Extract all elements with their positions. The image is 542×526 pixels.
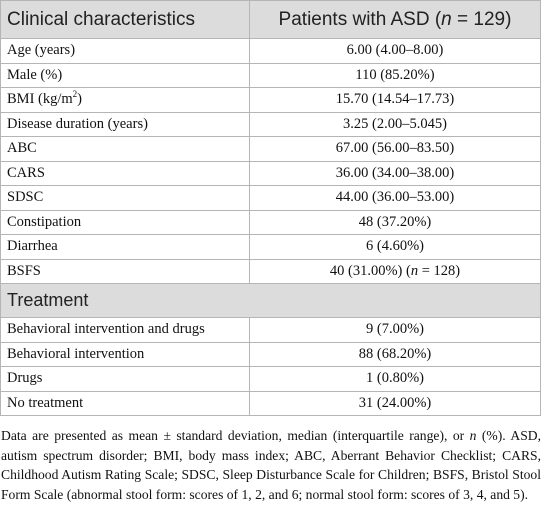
cell: CARS [0,160,250,186]
text: Data are presented as mean ± standard de… [1,428,470,443]
cell: Constipation [0,209,250,235]
cell: 110 (85.20%) [249,62,541,88]
row: Behavioral intervention 88 (68.20%) [0,341,541,367]
cell: 67.00 (56.00–83.50) [249,136,541,162]
row: BMI (kg/m2) 15.70 (14.54–17.73) [0,87,541,113]
row: Constipation 48 (37.20%) [0,209,541,235]
cell: 6 (4.60%) [249,234,541,260]
text: (%). ASD, autism spectrum disorder; BMI,… [1,428,541,502]
header-cell: Clinical characteristics [0,0,250,39]
header-cell: Patients with ASD (n = 129) [249,0,541,39]
text: Patients with ASD ( [278,8,442,30]
cell: 36.00 (34.00–38.00) [249,160,541,186]
cell: Drugs [0,366,250,392]
cell: 15.70 (14.54–17.73) [249,87,541,113]
row: Behavioral intervention and drugs 9 (7.00… [0,317,541,343]
row: CARS 36.00 (34.00–38.00) [0,160,541,186]
text: BMI (kg/m [7,91,73,108]
cell: 44.00 (36.00–53.00) [249,185,541,211]
cell: Behavioral intervention [0,341,250,367]
cell: Disease duration (years) [0,111,250,137]
row: Drugs 1 (0.80%) [0,366,541,392]
cell: Male (%) [0,62,250,88]
section-cell: Treatment [0,283,541,318]
text: ) [77,91,82,108]
cell: 48 (37.20%) [249,209,541,235]
text: n [410,262,419,279]
cell: 3.25 (2.00–5.045) [249,111,541,137]
cell: ABC [0,136,250,162]
row: Diarrhea 6 (4.60%) [0,234,541,260]
footnote: Data are presented as mean ± standard de… [1,426,541,504]
cell: BSFS [0,258,250,284]
table: Clinical characteristics Patients with A… [0,0,541,416]
row: ABC 67.00 (56.00–83.50) [0,136,541,162]
cell: 6.00 (4.00–8.00) [249,38,541,64]
cell: Behavioral intervention and drugs [0,317,250,343]
cell: Diarrhea [0,234,250,260]
text: 2 [72,89,78,100]
row: BSFS 40 (31.00%) (n = 128) [0,258,541,284]
cell: 88 (68.20%) [249,341,541,367]
row: Disease duration (years) 3.25 (2.00–5.045… [0,111,541,137]
cell: 9 (7.00%) [249,317,541,343]
row: Age (years) 6.00 (4.00–8.00) [0,38,541,64]
cell: 31 (24.00%) [249,390,541,416]
cell: Age (years) [0,38,250,64]
text: n [441,8,452,30]
text: 40 (31.00%) ( [329,262,411,279]
cell: No treatment [0,390,250,416]
text: = 129) [451,8,512,30]
section-row: Treatment [0,283,541,318]
cell: 40 (31.00%) (n = 128) [249,258,541,284]
text: = 128) [418,262,461,279]
row: No treatment 31 (24.00%) [0,390,541,416]
text: n [469,428,477,443]
row: SDSC 44.00 (36.00–53.00) [0,185,541,211]
cell: SDSC [0,185,250,211]
row: Male (%) 110 (85.20%) [0,62,541,88]
header-row: Clinical characteristics Patients with A… [0,0,541,39]
cell: BMI (kg/m2) [0,87,250,113]
cell: 1 (0.80%) [249,366,541,392]
